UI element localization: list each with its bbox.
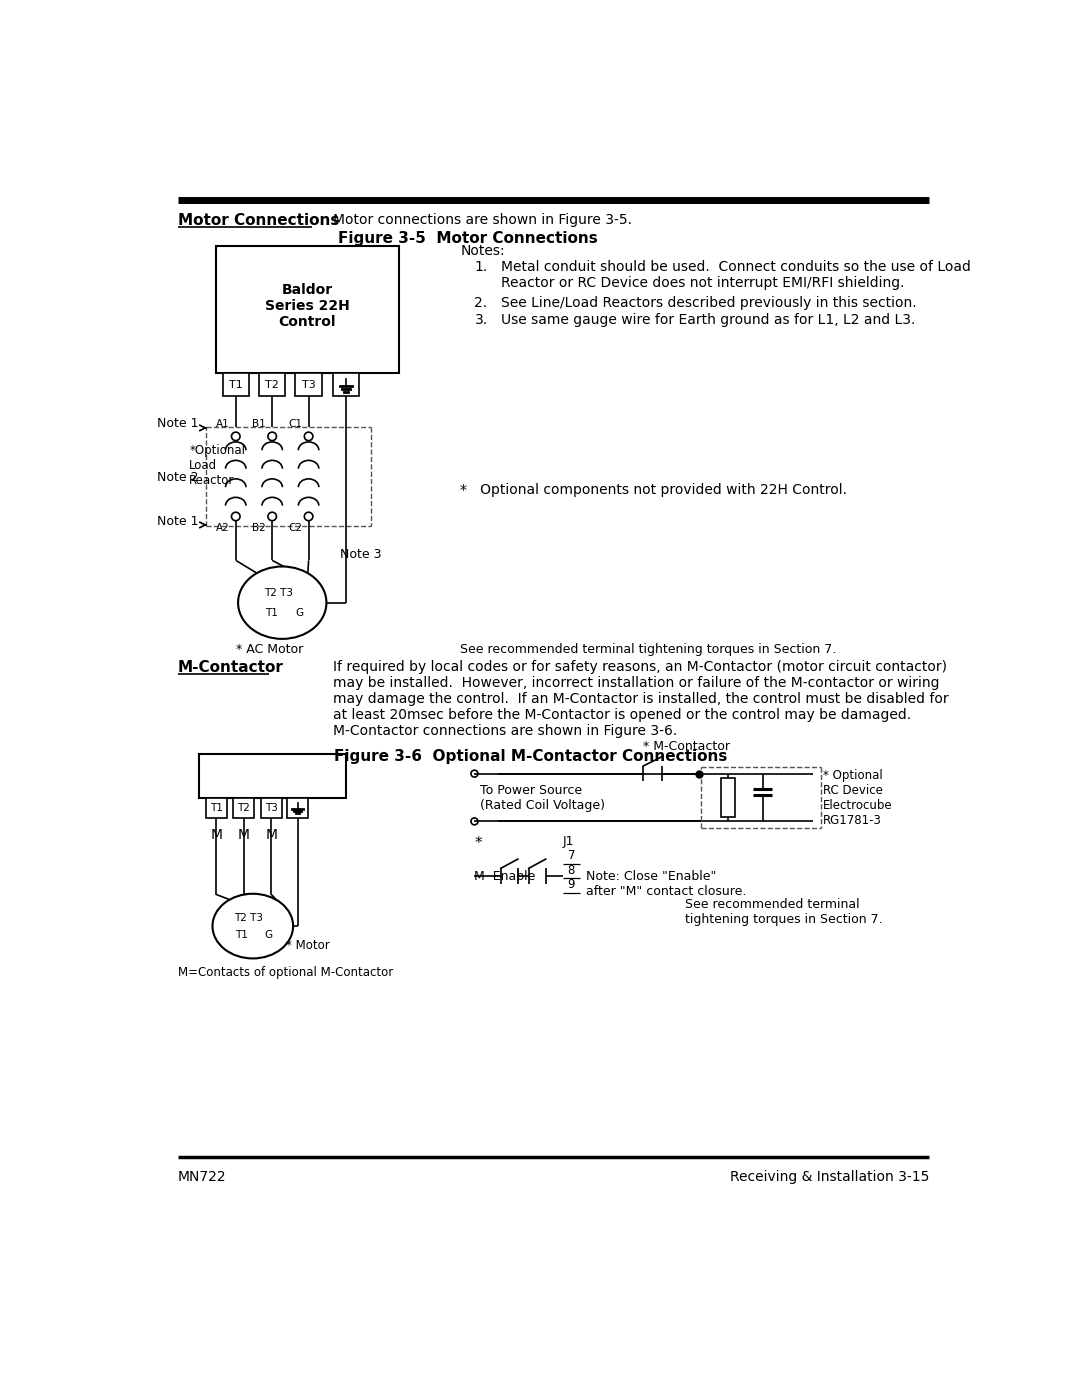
Text: To Power Source
(Rated Coil Voltage): To Power Source (Rated Coil Voltage) xyxy=(480,784,605,812)
Bar xyxy=(333,373,359,397)
Text: J1: J1 xyxy=(563,835,575,848)
Text: MN722: MN722 xyxy=(177,1171,226,1185)
Text: Receiving & Installation 3-15: Receiving & Installation 3-15 xyxy=(730,1171,930,1185)
Text: If required by local codes or for safety reasons, an M-Contactor (motor circuit : If required by local codes or for safety… xyxy=(333,659,948,739)
Text: T3: T3 xyxy=(265,803,278,813)
Bar xyxy=(199,753,346,798)
Text: T2 T3: T2 T3 xyxy=(233,912,262,922)
Text: T2: T2 xyxy=(266,380,279,390)
Bar xyxy=(216,246,399,373)
Text: M: M xyxy=(238,828,249,842)
Text: Notes:: Notes: xyxy=(460,244,505,258)
Text: C2: C2 xyxy=(288,524,302,534)
Text: B1: B1 xyxy=(253,419,266,429)
Text: M-Contactor: M-Contactor xyxy=(177,659,283,675)
Text: M: M xyxy=(211,828,222,842)
Text: M  Enable: M Enable xyxy=(474,869,536,883)
Text: Motor connections are shown in Figure 3-5.: Motor connections are shown in Figure 3-… xyxy=(333,214,632,228)
Text: T1: T1 xyxy=(229,380,243,390)
Text: Motor Connections: Motor Connections xyxy=(177,214,339,228)
Ellipse shape xyxy=(213,894,293,958)
Text: * Motor: * Motor xyxy=(286,939,329,953)
Text: Metal conduit should be used.  Connect conduits so the use of Load
Reactor or RC: Metal conduit should be used. Connect co… xyxy=(501,260,971,291)
Text: Figure 3-6  Optional M-Contactor Connections: Figure 3-6 Optional M-Contactor Connecti… xyxy=(334,749,727,764)
Text: Baldor
Series 22H
Control: Baldor Series 22H Control xyxy=(265,282,350,330)
Text: G: G xyxy=(265,930,272,940)
Text: See recommended terminal tightening torques in Section 7.: See recommended terminal tightening torq… xyxy=(460,643,837,655)
Text: *: * xyxy=(474,835,482,851)
Bar xyxy=(261,798,282,817)
Text: A2: A2 xyxy=(216,524,230,534)
Text: 9: 9 xyxy=(568,879,575,891)
Bar xyxy=(259,373,285,397)
Text: Use same gauge wire for Earth ground as for L1, L2 and L3.: Use same gauge wire for Earth ground as … xyxy=(501,313,915,327)
Text: T2 T3: T2 T3 xyxy=(264,588,293,598)
Text: 7: 7 xyxy=(568,849,575,862)
Text: A1: A1 xyxy=(216,419,230,429)
Bar xyxy=(296,373,322,397)
Text: T1: T1 xyxy=(265,608,278,617)
Text: 3.: 3. xyxy=(474,313,487,327)
Text: T2: T2 xyxy=(238,803,249,813)
Text: B2: B2 xyxy=(253,524,266,534)
Text: Note 1: Note 1 xyxy=(157,514,199,528)
Text: Figure 3-5  Motor Connections: Figure 3-5 Motor Connections xyxy=(338,231,598,246)
Bar xyxy=(206,798,227,817)
Text: See recommended terminal
tightening torques in Section 7.: See recommended terminal tightening torq… xyxy=(685,898,882,926)
Text: T3: T3 xyxy=(301,380,315,390)
Text: * M-Contactor: * M-Contactor xyxy=(643,740,730,753)
Text: * Optional
RC Device
Electrocube
RG1781-3: * Optional RC Device Electrocube RG1781-… xyxy=(823,768,893,827)
Text: *   Optional components not provided with 22H Control.: * Optional components not provided with … xyxy=(460,482,848,496)
Text: Note 1: Note 1 xyxy=(157,416,199,430)
Text: 1.: 1. xyxy=(474,260,488,274)
Bar xyxy=(721,778,734,817)
Text: * AC Motor: * AC Motor xyxy=(235,643,303,655)
Text: M=Contacts of optional M-Contactor: M=Contacts of optional M-Contactor xyxy=(177,967,393,979)
Text: M: M xyxy=(266,828,278,842)
Text: Note: Close "Enable"
after "M" contact closure.: Note: Close "Enable" after "M" contact c… xyxy=(586,870,746,898)
Bar xyxy=(287,798,308,817)
Bar xyxy=(222,373,248,397)
Ellipse shape xyxy=(238,567,326,638)
Text: 8: 8 xyxy=(568,863,575,877)
Text: Note 2: Note 2 xyxy=(157,471,199,483)
Text: *Optional
Load
Reactor: *Optional Load Reactor xyxy=(189,444,245,488)
Text: See Line/Load Reactors described previously in this section.: See Line/Load Reactors described previou… xyxy=(501,296,917,310)
Text: C1: C1 xyxy=(288,419,302,429)
Text: Note 3: Note 3 xyxy=(340,548,382,560)
Text: 2.: 2. xyxy=(474,296,487,310)
Text: T1: T1 xyxy=(210,803,222,813)
Text: G: G xyxy=(295,608,303,617)
Text: T1: T1 xyxy=(235,930,248,940)
Bar xyxy=(233,798,254,817)
